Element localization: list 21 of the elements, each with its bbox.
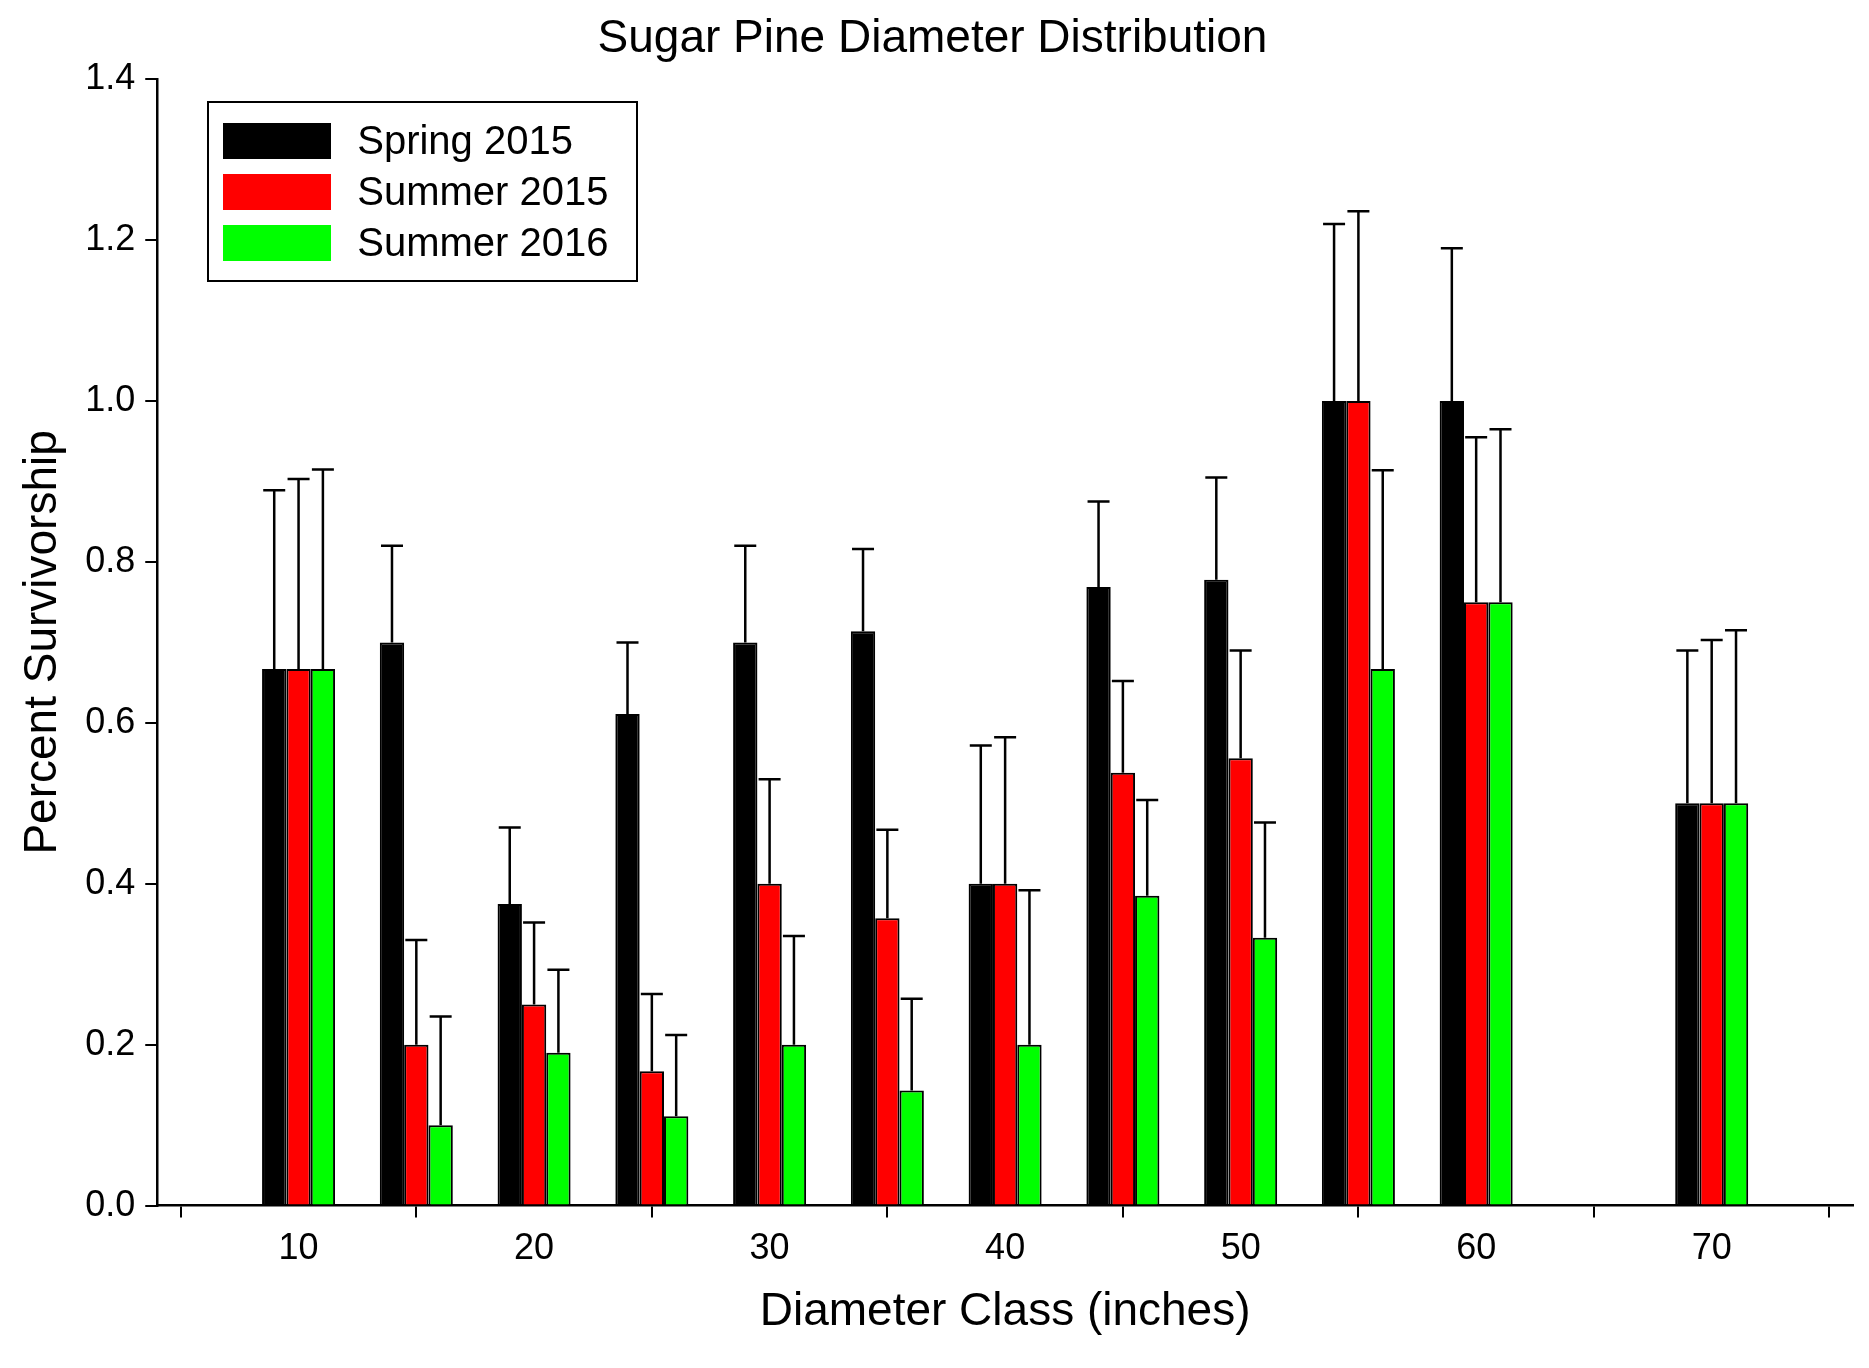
x-tick-label: 30 (749, 1226, 790, 1268)
y-tick-label: 1.4 (85, 56, 136, 98)
x-tick-label: 60 (1456, 1226, 1497, 1268)
y-tick-label: 0.4 (85, 860, 136, 902)
y-axis-title: Percent Survivorship (14, 430, 67, 855)
x-axis-title: Diameter Class (inches) (759, 1283, 1251, 1336)
y-tick-label: 0.6 (85, 699, 136, 741)
y-tick-label: 0.8 (85, 538, 136, 580)
legend-label: Summer 2016 (357, 220, 609, 266)
y-tick-label: 1.2 (85, 217, 136, 259)
legend-label: Spring 2015 (357, 118, 573, 164)
x-tick-label: 70 (1691, 1226, 1732, 1268)
y-tick-label: 0.0 (85, 1182, 136, 1224)
legend-label: Summer 2015 (357, 169, 609, 215)
chart-title: Sugar Pine Diameter Distribution (597, 10, 1268, 63)
x-tick-label: 10 (278, 1226, 319, 1268)
x-tick-label: 50 (1220, 1226, 1261, 1268)
y-tick-label: 1.0 (85, 377, 136, 419)
x-tick-label: 40 (985, 1226, 1026, 1268)
x-tick-label: 20 (514, 1226, 555, 1268)
y-tick-label: 0.2 (85, 1021, 136, 1063)
